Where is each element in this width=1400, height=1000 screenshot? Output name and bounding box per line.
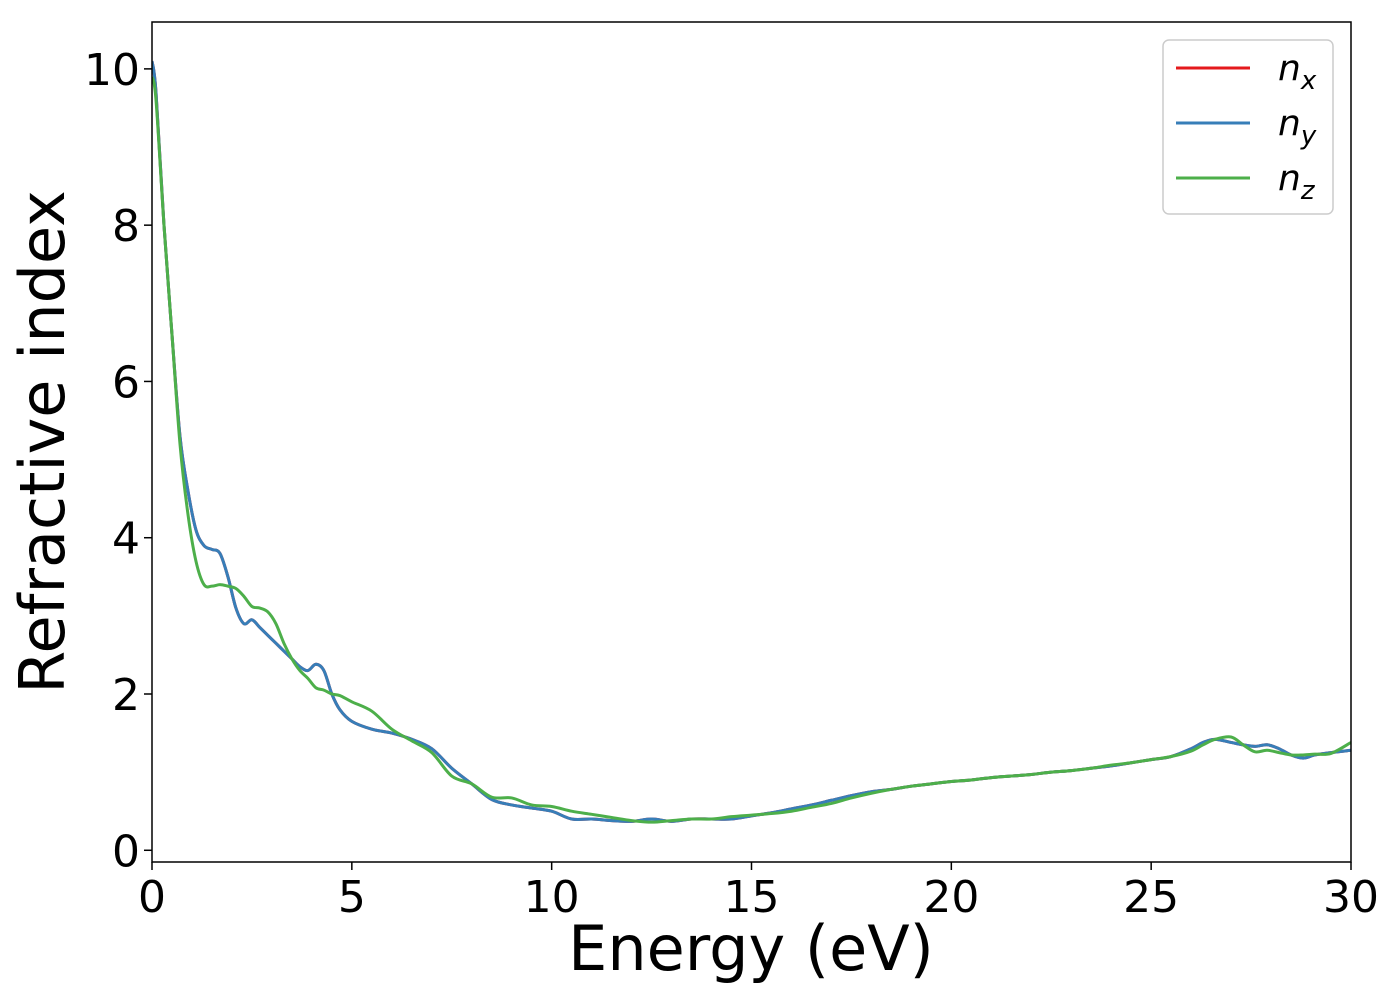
tick-layer: 0 5 10 15 20 25 30 0 2 4 6 8 10	[84, 45, 1379, 923]
x-tick-label: 20	[923, 872, 979, 923]
y-tick-label: 0	[112, 826, 140, 877]
legend-box	[1162, 39, 1334, 215]
series-layer	[152, 60, 1351, 824]
legend-label-nx: nx	[1278, 48, 1317, 96]
legend-label-main: n	[1278, 158, 1301, 199]
legend-label-ny: ny	[1278, 103, 1317, 151]
x-axis-title: Energy (eV)	[568, 912, 934, 985]
legend-label-main: n	[1278, 48, 1301, 89]
legend-label-main: n	[1278, 103, 1301, 144]
legend-label-subscript: z	[1300, 176, 1316, 206]
x-tick-label: 25	[1123, 872, 1179, 923]
x-tick-label: 10	[524, 872, 580, 923]
y-tick-label: 8	[112, 201, 140, 252]
series-line-nz	[152, 76, 1351, 824]
x-tick-label: 30	[1323, 872, 1379, 923]
y-tick-label: 10	[84, 45, 140, 96]
x-tick-label: 15	[724, 872, 780, 923]
legend-label-subscript: x	[1300, 66, 1317, 96]
y-tick-label: 6	[112, 357, 140, 408]
x-tick-label: 5	[338, 872, 366, 923]
legend-label-nz: nz	[1278, 158, 1316, 206]
y-tick-label: 2	[112, 670, 140, 721]
y-axis-title: Refractive index	[6, 190, 79, 694]
y-tick-label: 4	[112, 514, 140, 565]
x-tick-label: 0	[138, 872, 166, 923]
legend-label-subscript: y	[1300, 121, 1317, 151]
